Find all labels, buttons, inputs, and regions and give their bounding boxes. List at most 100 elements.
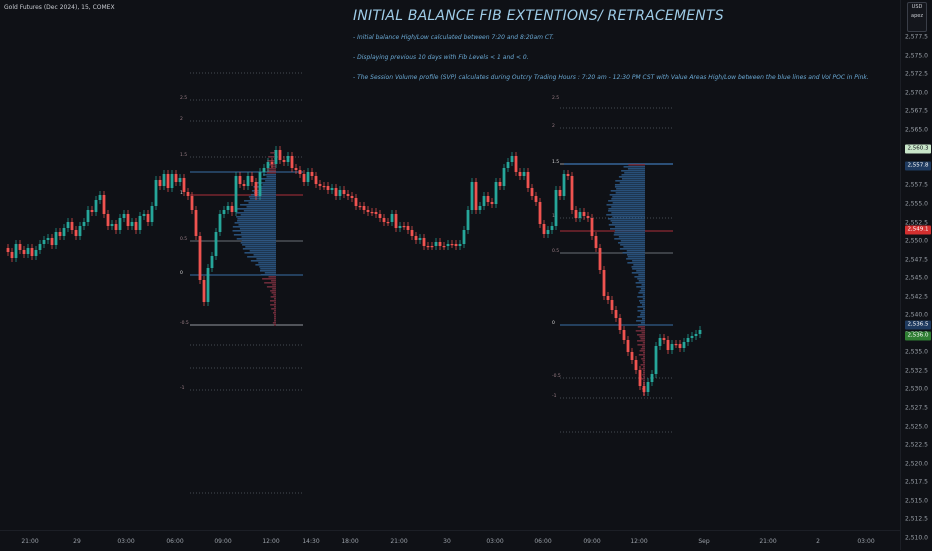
volume-profile-bar	[237, 220, 276, 222]
time-tick: 12:00	[630, 538, 648, 545]
volume-profile-bar	[244, 200, 276, 202]
candle-body	[26, 248, 30, 254]
volume-profile-bar	[621, 174, 645, 176]
volume-profile-bar	[272, 288, 276, 290]
volume-profile-bar	[262, 184, 276, 186]
chart-area[interactable]: 2.5 2 1.5 1 0.5 0 -0.5 -1 2.5 2 1.5 1 0.5 0 -0.5 -1	[0, 0, 900, 530]
volume-profile-bar	[250, 194, 276, 196]
volume-profile-bar	[638, 324, 645, 326]
price-axis[interactable]: 2,577.5 2,575.0 2,572.5 2,570.0 2,567.5 2,565…	[900, 0, 932, 550]
candle-body	[102, 195, 106, 214]
time-axis[interactable]: 21:00 29 03:00 06:00 09:00 12:00 14:30 18:00 21:…	[0, 530, 900, 551]
volume-profile-bar	[271, 292, 276, 294]
candle-body	[310, 172, 314, 176]
candle-body	[126, 214, 130, 226]
candle-body	[42, 240, 46, 244]
volume-profile-bar	[637, 278, 645, 280]
candle-body	[290, 156, 294, 168]
candle-body	[166, 174, 170, 188]
candle-body	[662, 338, 666, 340]
candlestick-chart[interactable]: 2.5 2 1.5 1 0.5 0 -0.5 -1 2.5 2 1.5 1 0.5 0 -0.5 -1	[0, 0, 900, 530]
volume-profile-bar	[236, 216, 276, 218]
candle-body	[438, 242, 442, 246]
candle-body	[410, 230, 414, 236]
candle-body	[106, 214, 110, 226]
fib-level-label: 2	[552, 123, 555, 129]
candle-body	[154, 180, 158, 206]
candle-body	[394, 214, 398, 228]
volume-profile-bar	[253, 254, 276, 256]
candle-body	[626, 340, 630, 352]
volume-profile-bar	[628, 164, 645, 166]
study-note-1: - Initial balance High/Low calculated be…	[353, 34, 554, 41]
candle-body	[506, 162, 510, 168]
volume-profile-bar	[640, 322, 645, 324]
candle-body	[638, 370, 642, 386]
volume-profile-bar	[614, 232, 645, 234]
volume-profile-bar	[241, 240, 276, 242]
time-tick: 09:00	[214, 538, 232, 545]
volume-profile-bar	[606, 204, 645, 206]
volume-profile-bar	[244, 252, 276, 254]
candle-body	[582, 212, 586, 216]
candle-body	[586, 216, 590, 218]
candle-body	[234, 176, 238, 212]
volume-profile-bar	[622, 252, 645, 254]
candle-body	[546, 230, 550, 234]
volume-profile-bar	[233, 234, 276, 236]
fib-level-label: -1	[552, 393, 557, 399]
candle-body	[558, 190, 562, 196]
candle-body	[634, 360, 638, 370]
study-note-2: - Displaying previous 10 days with Fib L…	[353, 54, 529, 61]
volume-profile-bar	[241, 236, 276, 238]
candle-body	[382, 218, 386, 222]
candle-body	[434, 242, 438, 246]
candle-body	[598, 248, 602, 270]
currency-selector[interactable]: USD apez	[907, 2, 927, 32]
candle-body	[178, 178, 182, 182]
volume-profile-bar	[624, 172, 645, 174]
candle-body	[318, 184, 322, 186]
volume-profile-bar	[634, 276, 645, 278]
time-tick: 21:00	[21, 538, 39, 545]
volume-profile-bar	[639, 302, 645, 304]
volume-profile-bar	[236, 212, 276, 214]
volume-profile-bar	[259, 270, 276, 272]
price-tick: 2,525.0	[905, 423, 928, 431]
price-tick: 2,515.0	[905, 497, 928, 505]
candle-body	[198, 236, 202, 280]
candle-body	[610, 300, 614, 310]
volume-profile-bar	[262, 278, 276, 280]
candle-body	[606, 296, 610, 300]
volume-profile-bar	[640, 314, 645, 316]
candle-body	[114, 224, 118, 230]
price-tag: 2,536.5	[905, 320, 931, 330]
volume-profile-bar	[612, 196, 645, 198]
candle-body	[358, 206, 362, 208]
volume-profile-bar	[615, 180, 645, 182]
candle-body	[302, 174, 306, 182]
volume-profile-bar	[637, 296, 645, 298]
candle-body	[614, 310, 618, 318]
candle-body	[226, 206, 230, 210]
time-tick: 21:00	[759, 538, 777, 545]
volume-profile-bar	[626, 254, 645, 256]
candle-body	[186, 192, 190, 196]
volume-profile-bar	[266, 164, 276, 166]
candle-body	[494, 182, 498, 204]
candle-body	[510, 156, 514, 162]
volume-profile-bar	[256, 258, 276, 260]
candle-body	[566, 174, 570, 176]
candle-body	[274, 150, 278, 164]
candle-body	[250, 176, 254, 182]
volume-profile-bar	[260, 268, 276, 270]
price-tick: 2,545.0	[905, 274, 928, 282]
volume-profile-bar	[635, 282, 645, 284]
volume-profile-bar	[637, 310, 645, 312]
candle-body	[390, 214, 394, 222]
candle-body	[562, 174, 566, 196]
candle-body	[138, 216, 142, 230]
volume-profile-bar	[272, 284, 276, 286]
fib-level-label: 0.5	[180, 236, 187, 242]
volume-profile-bar	[253, 192, 276, 194]
